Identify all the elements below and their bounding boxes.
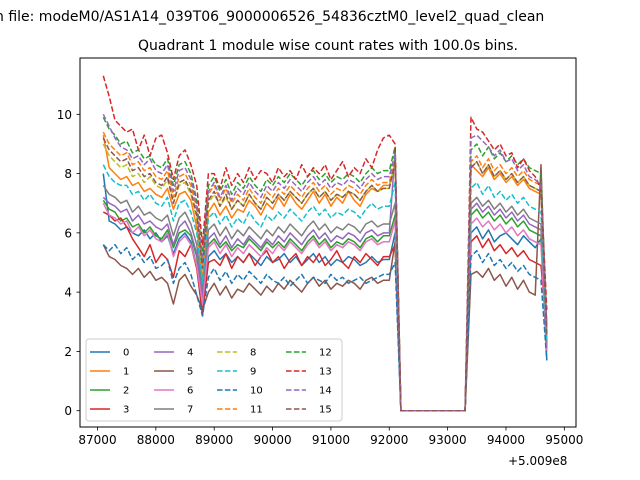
x-tick-label: 93000 [429,433,467,447]
series-group [102,75,548,412]
series-line-4 [102,149,548,412]
legend-label-7: 7 [187,405,193,416]
legend-label-11: 11 [250,405,263,416]
x-tick-label: 88000 [137,433,175,447]
x-offset-label: +5.009e8 [508,454,567,468]
legend-label-12: 12 [319,348,332,359]
legend-frame [85,338,343,422]
legend-label-0: 0 [123,348,129,359]
plot-area [79,57,577,428]
x-axis: 87000 88000 89000 90000 91000 92000 93000 94000… [78,427,583,447]
x-tick-label: 90000 [253,433,291,447]
y-tick-label: 2 [64,345,72,359]
series-line-8 [102,143,548,412]
legend-label-2: 2 [123,386,129,397]
series-line-0 [102,173,548,412]
x-tick-label: 92000 [370,433,408,447]
legend-label-13: 13 [319,367,332,378]
y-tick-label: 10 [57,108,72,122]
legend-label-10: 10 [250,386,263,397]
x-tick-label: 91000 [312,433,350,447]
series-line-7 [102,184,548,412]
legend-label-4: 4 [187,348,193,359]
chart-title: Quadrant 1 module wise count rates with … [138,38,518,54]
legend-label-8: 8 [250,348,256,359]
axes-frame [79,57,577,428]
series-line-10 [102,243,548,412]
series-line-13 [102,75,548,412]
legend-label-15: 15 [319,405,332,416]
legend-label-14: 14 [319,386,332,397]
legend-label-6: 6 [187,386,193,397]
y-tick-label: 8 [64,167,72,181]
x-tick-label: 94000 [487,433,525,447]
y-tick-label: 4 [64,286,72,300]
series-line-11 [102,131,548,412]
figure-suptitle: n file: modeM0/AS1A14_039T06_9000006526_… [0,9,544,25]
x-tick-label: 95000 [545,433,583,447]
x-tick-label: 89000 [195,433,233,447]
series-line-15 [102,137,548,412]
series-line-3 [102,211,548,412]
x-tick-label: 87000 [78,433,116,447]
series-line-2 [102,199,548,412]
series-line-9 [102,164,548,412]
y-axis: 0 2 4 6 8 10 [57,108,80,418]
legend-label-1: 1 [123,367,129,378]
series-line-6 [102,202,548,412]
series-line-12 [102,116,548,412]
series-line-5 [102,163,548,412]
y-tick-label: 0 [64,404,72,418]
legend-label-9: 9 [250,367,256,378]
legend-label-3: 3 [123,405,129,416]
legend-label-5: 5 [187,367,193,378]
y-tick-label: 6 [64,226,72,240]
series-line-14 [102,113,548,412]
